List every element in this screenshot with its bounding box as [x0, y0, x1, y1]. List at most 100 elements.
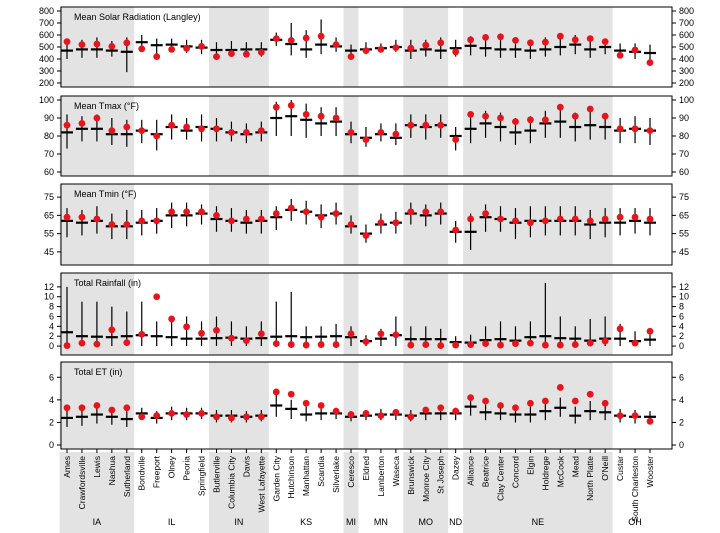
observed-point [377, 129, 385, 136]
y-tick-label-left: 200 [39, 78, 54, 88]
site-label: Ames [62, 456, 72, 478]
observed-point [93, 402, 101, 409]
panel-title: Total ET (in) [74, 367, 122, 377]
observed-point [482, 340, 489, 347]
observed-point [437, 342, 445, 349]
panel-frame [60, 183, 673, 266]
y-tick-label-right: 75 [679, 192, 689, 202]
observed-point [213, 211, 220, 219]
observed-point [377, 412, 385, 420]
site-label: St Joseph [436, 456, 446, 494]
observed-point [541, 397, 549, 405]
observed-point [512, 37, 519, 44]
state-label: IA [93, 517, 102, 527]
observed-point [78, 120, 86, 127]
observed-point [198, 125, 205, 133]
observed-point [601, 38, 609, 45]
site-label: Lewis [92, 456, 102, 478]
observed-point [108, 326, 116, 334]
site-label: Davis [241, 456, 251, 477]
site-label: Hutchinson [286, 456, 296, 499]
observed-point [198, 43, 205, 50]
observed-point [646, 59, 654, 66]
observed-point [153, 132, 161, 140]
observed-point [586, 390, 594, 398]
observed-point [228, 50, 235, 57]
observed-point [377, 219, 385, 227]
y-tick-label-right: 100 [679, 95, 694, 105]
observed-point [183, 44, 190, 52]
observed-point [362, 410, 370, 417]
site-label: Nashua [107, 456, 117, 486]
observed-point [168, 410, 176, 417]
observed-point [138, 127, 146, 134]
y-tick-label-left: 75 [44, 192, 54, 202]
observed-point [228, 334, 235, 342]
y-tick-label-right: 55 [679, 229, 689, 239]
y-tick-label-right: 2 [679, 417, 684, 427]
y-tick-label-right: 0 [679, 440, 684, 450]
observed-point [407, 208, 415, 216]
state-label: IN [234, 517, 243, 527]
site-label: Brunswick [406, 455, 416, 494]
observed-point [541, 341, 549, 349]
observed-point [302, 111, 310, 118]
observed-point [242, 215, 250, 223]
observed-point [377, 330, 385, 338]
y-tick-label-left: 600 [39, 30, 54, 40]
observed-point [198, 329, 205, 337]
y-tick-label-right: 80 [679, 131, 689, 141]
observed-point [272, 340, 280, 347]
observed-point [213, 125, 220, 133]
observed-point [586, 339, 594, 347]
observed-point [287, 37, 295, 44]
state-label-band-ne [463, 452, 613, 533]
observed-point [467, 36, 475, 44]
observed-point [93, 40, 101, 48]
observed-point [228, 217, 235, 225]
observed-point [242, 337, 250, 345]
y-tick-label-left: 500 [39, 42, 54, 52]
site-label: Ceresco [346, 456, 356, 488]
state-band-ne [463, 362, 613, 449]
observed-point [437, 121, 445, 129]
observed-point [571, 341, 579, 348]
observed-point [302, 34, 310, 42]
site-label: Dazey [451, 455, 461, 480]
panel-title: Total Rainfall (in) [74, 278, 141, 288]
y-tick-label-right: 400 [679, 54, 694, 64]
y-tick-label-right: 90 [679, 113, 689, 123]
observed-point [631, 412, 639, 420]
observed-point [123, 339, 131, 347]
y-tick-label-right: 0 [679, 341, 684, 351]
y-tick-label-left: 70 [44, 149, 54, 159]
observed-point [392, 130, 400, 138]
observed-point [407, 44, 415, 52]
y-tick-label-right: 2 [679, 331, 684, 341]
observed-point [287, 390, 295, 398]
site-label: O'Neill [600, 456, 610, 481]
observed-point [108, 43, 116, 50]
observed-point [646, 215, 654, 223]
state-label-band-ia [59, 452, 135, 533]
panel-title: Mean Solar Radiation (Langley) [74, 12, 201, 22]
state-label-band-mo [403, 452, 449, 533]
site-label: Waseca [391, 456, 401, 487]
observed-point [272, 103, 280, 111]
y-tick-label-left: 4 [49, 321, 54, 331]
observed-point [123, 404, 131, 412]
y-tick-label-left: 80 [44, 131, 54, 141]
y-tick-label-left: 700 [39, 18, 54, 28]
state-label: MO [419, 517, 434, 527]
site-label: Lamberton [376, 456, 386, 497]
site-label: McCook [555, 455, 565, 487]
y-tick-label-left: 4 [49, 395, 54, 405]
observed-point [497, 341, 504, 349]
observed-point [422, 121, 430, 129]
observed-point [317, 213, 325, 221]
observed-point [183, 323, 190, 331]
y-tick-label-left: 800 [39, 6, 54, 16]
y-tick-label-right: 300 [679, 66, 694, 76]
observed-point [527, 39, 534, 47]
y-tick-label-right: 10 [679, 292, 689, 302]
